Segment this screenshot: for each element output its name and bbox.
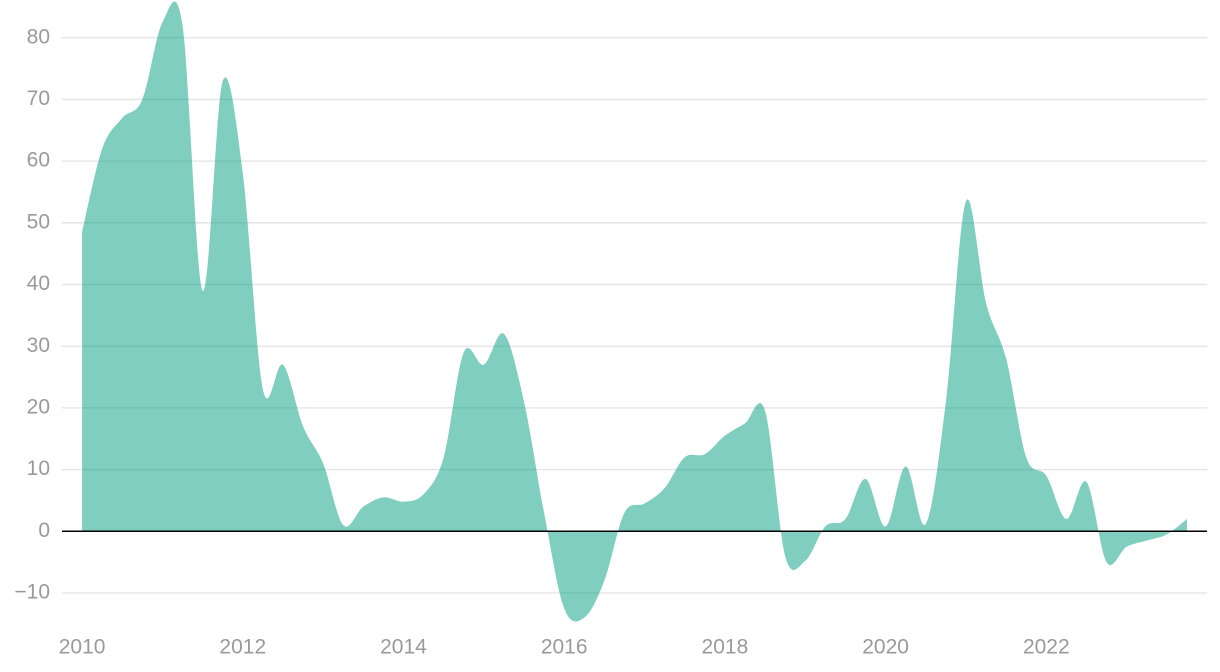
y-tick-label: 40 (27, 272, 50, 295)
y-tick-label: 0 (38, 519, 50, 542)
y-tick-label: 10 (27, 457, 50, 480)
x-tick-label: 2012 (219, 636, 266, 659)
y-tick-label: 80 (27, 25, 50, 48)
y-tick-label: −10 (14, 581, 50, 604)
x-tick-label: 2014 (380, 636, 427, 659)
y-tick-label: 50 (27, 210, 50, 233)
x-tick-label: 2010 (59, 636, 106, 659)
y-tick-label: 30 (27, 334, 50, 357)
y-tick-label: 70 (27, 87, 50, 110)
x-tick-label: 2020 (862, 636, 909, 659)
x-tick-label: 2016 (541, 636, 588, 659)
area (82, 1, 1187, 622)
y-tick-label: 60 (27, 149, 50, 172)
y-tick-label: 20 (27, 395, 50, 418)
x-tick-label: 2018 (702, 636, 749, 659)
x-tick-label: 2022 (1023, 636, 1070, 659)
